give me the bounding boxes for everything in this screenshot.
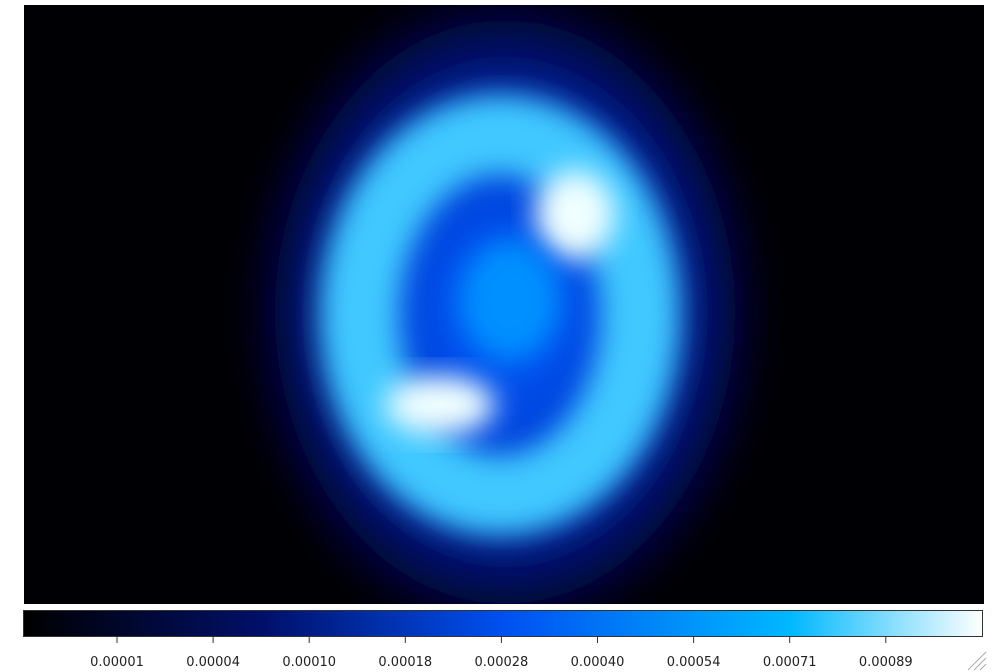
tick-label: 0.00018 [378,655,432,670]
tick-label: 0.00001 [90,655,144,670]
bright-spot [535,170,615,260]
tick-label: 0.00040 [571,655,625,670]
image-canvas[interactable] [24,0,984,632]
tick-label: 0.00054 [667,655,721,670]
tick-label: 0.00071 [763,655,817,670]
tick-label: 0.00089 [859,655,913,670]
colorbar [23,610,983,637]
resize-grip[interactable] [967,651,987,671]
tick-label: 0.00004 [186,655,240,670]
source-ring [320,95,680,535]
source-core [460,240,560,360]
bright-spot [385,375,495,435]
tick-label: 0.00010 [282,655,336,670]
colorbar-ticks: 0.00001 0.00004 0.00010 0.00018 0.00028 0.000… [90,637,913,670]
tick-label: 0.00028 [475,655,529,670]
